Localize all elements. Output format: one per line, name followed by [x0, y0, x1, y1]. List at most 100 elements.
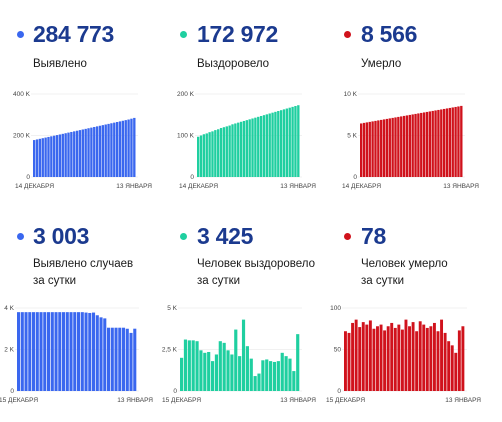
- bar: [279, 110, 283, 177]
- y-tick-label: 0: [26, 174, 30, 181]
- bar: [20, 312, 24, 391]
- x-end-label: 13 ЯНВАРЯ: [445, 397, 481, 404]
- bar: [217, 129, 220, 177]
- bar: [203, 352, 207, 391]
- bar: [411, 114, 414, 177]
- bar: [269, 361, 273, 391]
- x-end-label: 13 ЯНВАРЯ: [443, 183, 479, 190]
- stat-value: 8 566: [361, 21, 418, 47]
- bar: [457, 106, 460, 177]
- bar: [50, 312, 54, 391]
- bar: [361, 322, 365, 391]
- bar: [35, 139, 39, 177]
- bar: [388, 118, 391, 177]
- bar: [411, 322, 415, 391]
- bar: [65, 312, 69, 391]
- bar: [90, 127, 93, 177]
- stat-label: Умерло: [361, 58, 402, 70]
- bar: [84, 312, 88, 391]
- bar: [254, 117, 257, 177]
- detected-total-bar-chart: 0 200 K 400 K 14 ДЕКАБРЯ 13 ЯНВАРЯ: [13, 91, 152, 190]
- y-tick-label: 5 K: [167, 305, 177, 312]
- bar: [239, 121, 243, 177]
- bar: [415, 331, 419, 391]
- bar: [183, 339, 188, 391]
- stat-value: 3 003: [33, 223, 90, 249]
- bar: [382, 119, 386, 177]
- bar: [191, 340, 195, 391]
- bar: [187, 340, 191, 391]
- stat-value: 172 972: [197, 21, 279, 47]
- bar: [440, 319, 444, 391]
- bar: [248, 119, 251, 177]
- stat-label: Выздоровело: [197, 58, 270, 70]
- bar: [211, 131, 214, 177]
- bar: [445, 108, 449, 177]
- bar: [195, 341, 199, 391]
- bar: [95, 315, 99, 391]
- bar: [202, 134, 206, 177]
- bar: [214, 130, 217, 177]
- bar: [408, 114, 411, 177]
- bar: [17, 312, 21, 391]
- bar: [417, 113, 420, 177]
- bar: [344, 331, 347, 391]
- bar: [372, 328, 376, 391]
- bar: [95, 126, 99, 177]
- y-tick-label: 0: [337, 388, 341, 395]
- bar: [365, 324, 369, 391]
- bar: [285, 108, 289, 177]
- bar: [390, 322, 394, 391]
- x-start-label: 14 ДЕКАБРЯ: [179, 183, 218, 190]
- bar: [238, 356, 242, 391]
- bar: [222, 342, 226, 391]
- bar: [374, 120, 377, 177]
- bar: [454, 352, 458, 391]
- bar: [118, 327, 122, 391]
- bar: [199, 135, 203, 177]
- bar: [397, 324, 401, 391]
- detected-daily-bar-chart: 0 2 K 4 K 15 ДЕКАБРЯ 13 ЯНВАРЯ: [0, 305, 153, 404]
- bar: [394, 117, 397, 177]
- bar: [121, 120, 125, 177]
- bar: [408, 326, 411, 391]
- series-color-dot: [17, 31, 24, 38]
- bar: [442, 108, 446, 177]
- bar: [208, 132, 211, 177]
- bar: [436, 331, 440, 391]
- bar: [225, 126, 228, 177]
- bar: [88, 312, 92, 391]
- bar: [429, 326, 433, 391]
- bar: [259, 116, 263, 177]
- x-start-label: 14 ДЕКАБРЯ: [15, 183, 54, 190]
- bar: [249, 358, 253, 391]
- bar: [197, 136, 200, 177]
- y-tick-label: 5 K: [347, 133, 357, 140]
- x-start-label: 15 ДЕКАБРЯ: [162, 397, 201, 404]
- bar: [451, 107, 454, 177]
- bar: [81, 129, 84, 177]
- bar: [54, 312, 58, 391]
- bar: [265, 114, 269, 177]
- bar: [376, 326, 379, 391]
- bar: [205, 133, 208, 177]
- bar: [262, 115, 266, 177]
- bar: [125, 328, 129, 391]
- bar: [73, 131, 76, 177]
- bar: [207, 351, 211, 391]
- bar: [400, 329, 404, 391]
- deaths-daily-bar-chart: 0 50 100 15 ДЕКАБРЯ 13 ЯНВАРЯ: [326, 305, 481, 404]
- bar: [214, 354, 219, 391]
- bar: [457, 330, 461, 391]
- stat-value: 284 773: [33, 21, 115, 47]
- bar: [78, 130, 82, 177]
- bar: [272, 361, 277, 391]
- bar: [58, 312, 62, 391]
- y-tick-label: 200 K: [177, 91, 195, 98]
- y-tick-label: 0: [190, 174, 194, 181]
- bar: [454, 106, 457, 177]
- bar: [347, 332, 351, 391]
- bar: [80, 312, 84, 391]
- y-tick-label: 200 K: [13, 133, 31, 140]
- bar: [425, 111, 429, 177]
